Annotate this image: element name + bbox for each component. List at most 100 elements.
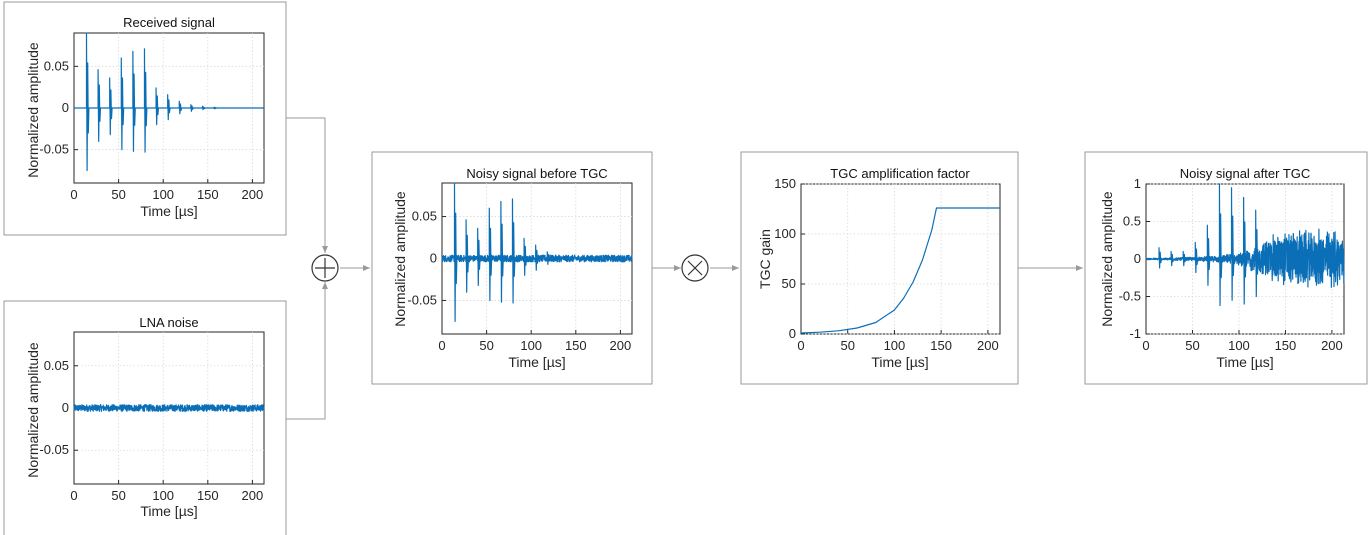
sum-operator — [311, 254, 339, 282]
x-tick-label: 100 — [1228, 338, 1250, 353]
x-axis-label: Time [µs] — [140, 503, 197, 519]
echo-pulse — [535, 244, 539, 271]
x-axis-label: Time [µs] — [140, 203, 197, 219]
y-tick-label: 0.05 — [44, 358, 69, 373]
x-tick-label: 200 — [242, 187, 264, 202]
y-tick-label: 0.5 — [1123, 214, 1141, 229]
y-tick-label: -0.05 — [39, 142, 69, 157]
noisy-after-plot: 0 50 100 150 200 -1 -0.5 0 0.5 1 — [1119, 176, 1345, 353]
x-tick-label: 0 — [1142, 338, 1149, 353]
y-axis-label: Normalized amplitude — [1099, 191, 1115, 327]
y-tick-label: -1 — [1129, 326, 1141, 341]
echo-pulse — [1243, 196, 1247, 305]
x-tick-label: 200 — [977, 338, 999, 353]
chart-title: Noisy signal before TGC — [466, 166, 607, 181]
echo-pulse — [155, 87, 160, 126]
chart-title: Noisy signal after TGC — [1180, 166, 1311, 181]
y-tick-label: -0.5 — [1119, 289, 1141, 304]
x-tick-label: 150 — [197, 187, 219, 202]
y-tick-label: -0.05 — [39, 442, 69, 457]
times-icon — [687, 260, 703, 276]
y-tick-label: 50 — [782, 276, 796, 291]
x-axis-label: Time [µs] — [508, 354, 565, 370]
echo-pulse — [190, 104, 194, 112]
echo-pulse — [1255, 209, 1259, 298]
x-tick-label: 0 — [70, 488, 77, 503]
y-tick-label: 0 — [1134, 251, 1141, 266]
echo-pulse — [465, 219, 470, 293]
echo-pulse — [558, 254, 562, 263]
echo-pulse — [143, 48, 148, 153]
chart-title: Received signal — [123, 15, 215, 30]
panel-tgc-amplification: 0 50 100 150 200 0 50 100 150 TGC amplification … — [740, 151, 1019, 385]
x-tick-label: 50 — [1185, 338, 1199, 353]
noise-series — [73, 404, 265, 412]
y-axis-label: Normalized amplitude — [392, 191, 408, 327]
x-tick-label: 150 — [930, 338, 952, 353]
echo-pulse — [1218, 183, 1223, 307]
x-tick-label: 200 — [610, 338, 632, 353]
x-tick-label: 0 — [70, 187, 77, 202]
echo-pulse — [1158, 247, 1163, 269]
x-tick-label: 100 — [884, 338, 906, 353]
x-tick-label: 100 — [520, 338, 542, 353]
plus-icon — [315, 258, 335, 278]
echo-pulse — [453, 182, 458, 323]
x-tick-label: 100 — [152, 488, 174, 503]
y-tick-label: 100 — [774, 226, 796, 241]
x-tick-label: 200 — [1321, 338, 1343, 353]
gain-curve — [800, 207, 1000, 334]
echo-pulse — [1206, 224, 1211, 286]
connectors — [286, 117, 1083, 420]
echo-pulse — [523, 237, 528, 276]
connector-noise-to-sum — [286, 282, 328, 420]
product-operator — [681, 254, 709, 282]
echo-pulse — [85, 32, 90, 172]
y-axis-label: TGC gain — [757, 229, 773, 289]
echo-pulse — [132, 50, 136, 152]
x-tick-label: 50 — [840, 338, 854, 353]
x-tick-label: 0 — [797, 338, 804, 353]
x-tick-label: 200 — [242, 488, 264, 503]
echo-pulse — [1170, 250, 1175, 267]
x-axis-label: Time [µs] — [1216, 354, 1273, 370]
noisy-before-plot: 0 50 100 150 200 -0.05 0 0.05 — [407, 182, 633, 353]
echo-pulse — [511, 198, 516, 304]
x-tick-label: 50 — [111, 488, 125, 503]
echo-pulse — [213, 106, 217, 110]
echo-pulse — [97, 69, 102, 142]
tgc-gain-plot: 0 50 100 150 200 0 50 100 150 — [774, 176, 1001, 353]
echo-pulse — [1194, 241, 1199, 274]
y-tick-label: 0 — [62, 100, 69, 115]
x-tick-label: 50 — [479, 338, 493, 353]
panel-noisy-after-tgc: 0 50 100 150 200 -1 -0.5 0 0.5 1 Noisy signal aft… — [1084, 151, 1368, 385]
x-tick-label: 150 — [197, 488, 219, 503]
received-signal-plot: 0 50 100 150 200 -0.05 0 0.05 — [39, 32, 265, 202]
x-tick-label: 150 — [1275, 338, 1297, 353]
y-tick-label: 150 — [774, 176, 796, 191]
panel-received-signal: 0 50 100 150 200 -0.05 0 0.05 Received signal T… — [3, 1, 287, 236]
echo-pulse — [1182, 250, 1187, 267]
lna-noise-plot: 0 50 100 150 200 -0.05 0 0.05 — [39, 331, 265, 503]
panel-noisy-before-tgc: 0 50 100 150 200 -0.05 0 0.05 Noisy signal befo… — [371, 151, 653, 385]
echo-pulse — [488, 207, 493, 302]
echo-pulse — [109, 77, 113, 136]
y-tick-label: 0 — [789, 326, 796, 341]
y-tick-label: 0 — [430, 251, 437, 266]
echo-pulse — [581, 257, 585, 260]
echo-pulse — [120, 57, 125, 151]
x-axis-label: Time [µs] — [871, 354, 928, 370]
y-tick-label: 0.05 — [44, 58, 69, 73]
chart-title: LNA noise — [139, 315, 198, 330]
echo-pulse — [178, 100, 183, 115]
y-tick-label: 0 — [62, 400, 69, 415]
connector-received-to-sum — [286, 117, 328, 253]
x-tick-label: 0 — [438, 338, 445, 353]
echo-pulse — [1230, 187, 1235, 301]
chart-title: TGC amplification factor — [830, 166, 970, 181]
y-axis-label: Normalized amplitude — [25, 342, 41, 478]
y-tick-label: 1 — [1134, 176, 1141, 191]
panel-lna-noise: 0 50 100 150 200 -0.05 0 0.05 LNA noise Time [µ… — [3, 300, 287, 535]
x-tick-label: 100 — [152, 187, 174, 202]
